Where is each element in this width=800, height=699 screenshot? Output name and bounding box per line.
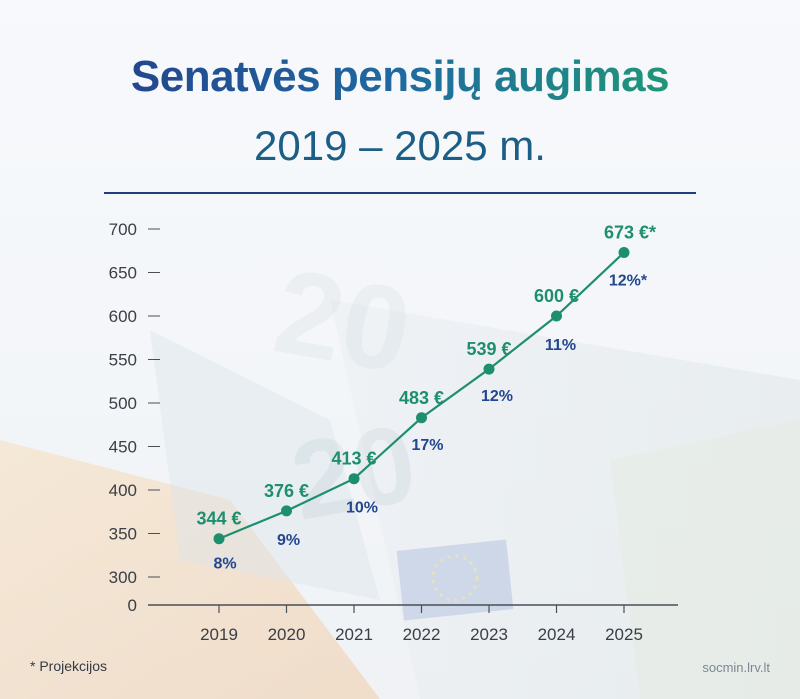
x-tick-label: 2024 xyxy=(538,625,576,644)
y-tick-label: 450 xyxy=(109,438,137,457)
y-tick-label: 350 xyxy=(109,525,137,544)
x-tick-label: 2019 xyxy=(200,625,238,644)
growth-label: 10% xyxy=(346,500,378,517)
source-label: socmin.lrv.lt xyxy=(702,660,770,675)
chart-subtitle: 2019 – 2025 m. xyxy=(254,122,546,169)
y-tick-label: 600 xyxy=(109,307,137,326)
y-tick-label: 550 xyxy=(109,351,137,370)
data-point xyxy=(416,412,427,424)
x-tick-label: 2025 xyxy=(605,625,643,644)
data-point xyxy=(281,505,292,517)
y-tick-label: 0 xyxy=(128,596,137,615)
x-tick-label: 2021 xyxy=(335,625,373,644)
growth-label: 12% xyxy=(481,388,513,405)
y-tick-label: 650 xyxy=(109,264,137,283)
title-divider xyxy=(104,192,696,194)
growth-label: 8% xyxy=(213,556,236,573)
x-tick-label: 2020 xyxy=(268,625,306,644)
x-tick-label: 2022 xyxy=(403,625,441,644)
value-label: 413 € xyxy=(331,449,376,469)
data-point xyxy=(551,310,562,322)
y-tick-label: 300 xyxy=(109,568,137,587)
value-label: 539 € xyxy=(466,339,511,359)
y-tick-label: 700 xyxy=(109,220,137,239)
value-label: 483 € xyxy=(399,388,444,408)
y-tick-label: 400 xyxy=(109,481,137,500)
projection-footnote: * Projekcijos xyxy=(30,658,108,674)
data-point xyxy=(348,473,360,485)
data-point xyxy=(213,533,225,545)
value-label: 600 € xyxy=(534,286,579,306)
value-label: 673 €* xyxy=(604,222,656,242)
value-label: 344 € xyxy=(196,509,241,529)
x-tick-label: 2023 xyxy=(470,625,508,644)
value-label: 376 € xyxy=(264,481,309,501)
growth-label: 12%* xyxy=(609,272,648,289)
data-point xyxy=(483,363,495,375)
svg-text:20: 20 xyxy=(283,401,425,543)
svg-text:20: 20 xyxy=(265,244,420,399)
chart-title: Senatvės pensijų augimas xyxy=(130,52,670,101)
growth-label: 9% xyxy=(277,532,300,549)
growth-label: 11% xyxy=(545,337,576,354)
growth-label: 17% xyxy=(411,437,443,454)
y-tick-label: 500 xyxy=(109,394,137,413)
data-point xyxy=(618,246,630,258)
